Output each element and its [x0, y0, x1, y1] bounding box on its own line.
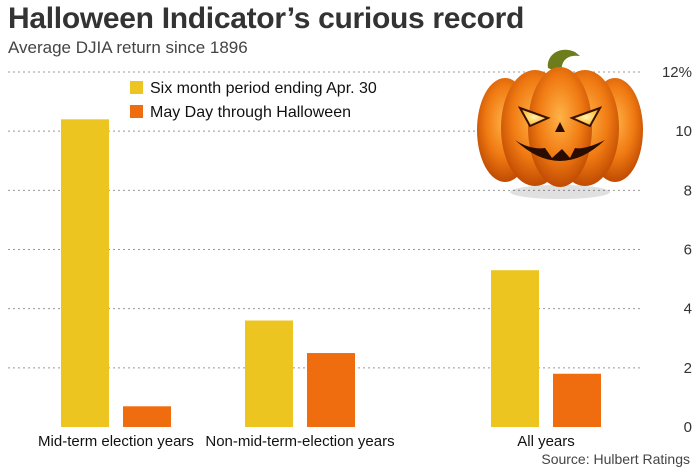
y-tick-label: 2	[684, 360, 692, 377]
chart-title: Halloween Indicator’s curious record	[8, 2, 525, 35]
x-category-label: Non-mid-term-election years	[205, 433, 394, 450]
x-category-label: Mid-term election years	[38, 433, 194, 450]
source-note: Source: Hulbert Ratings	[541, 451, 690, 467]
axis-labels: 0 2 4 6 8 10 12% Mid-term election years Non-mid…	[38, 64, 692, 450]
legend: Six month period ending Apr. 30 May Day …	[130, 80, 377, 121]
bar-six-month	[245, 320, 293, 427]
bar-may-day	[123, 406, 171, 427]
y-tick-label: 0	[684, 419, 692, 436]
y-tick-label: 6	[684, 242, 692, 259]
legend-label-may-day: May Day through Halloween	[150, 104, 351, 121]
x-category-label: All years	[517, 433, 575, 450]
bar-six-month	[61, 119, 109, 427]
legend-swatch-six-month	[130, 81, 143, 94]
y-tick-label: 4	[684, 301, 692, 318]
legend-swatch-may-day	[130, 105, 143, 118]
jack-o-lantern-icon	[477, 49, 643, 199]
legend-label-six-month: Six month period ending Apr. 30	[150, 80, 377, 97]
chart-subtitle: Average DJIA return since 1896	[8, 38, 248, 57]
y-tick-label: 10	[675, 123, 692, 140]
bar-may-day	[553, 373, 601, 427]
y-tick-label: 8	[684, 182, 692, 199]
bar-may-day	[307, 353, 355, 427]
y-tick-label: 12%	[662, 64, 692, 81]
bar-six-month	[491, 270, 539, 427]
bars	[61, 119, 601, 427]
